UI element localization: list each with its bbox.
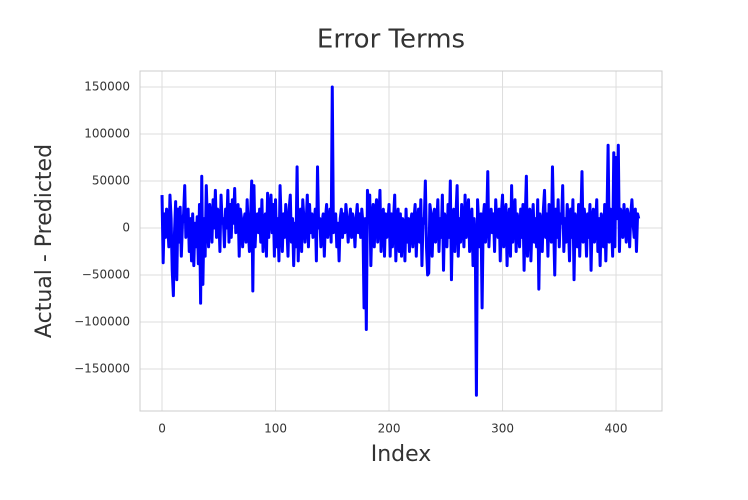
marks [160, 85, 641, 397]
y-tick-label: 50000 [92, 173, 130, 187]
x-axis-label: Index [371, 442, 432, 467]
y-axis-label: Actual - Predicted [32, 144, 57, 338]
x-tick-label: 200 [378, 422, 401, 436]
x-tick-label: 0 [158, 422, 166, 436]
x-tick-label: 400 [605, 422, 628, 436]
line-series [160, 85, 641, 397]
chart-title: Error Terms [317, 25, 465, 55]
x-tick-label: 100 [264, 422, 287, 436]
y-tick-label: 150000 [84, 79, 130, 93]
y-tick-label: 100000 [84, 126, 130, 140]
y-tick-label: −100000 [74, 314, 130, 328]
x-tick-label: 300 [491, 422, 514, 436]
y-tick-label: −150000 [74, 361, 130, 375]
y-tick-label: −50000 [82, 267, 130, 281]
y-tick-label: 0 [122, 220, 130, 234]
ticks: 0 100 200 300 400 −150000 −100000 −50000 0 50000 1… [74, 79, 627, 435]
plot-frame [139, 70, 663, 412]
